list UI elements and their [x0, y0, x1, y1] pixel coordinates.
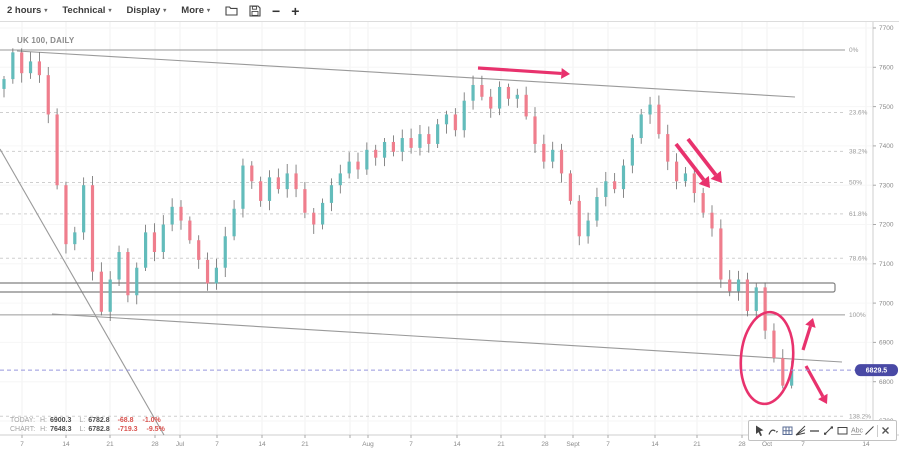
annotation-arrow	[698, 175, 710, 188]
save-icon[interactable]	[249, 4, 261, 17]
svg-text:7300: 7300	[879, 182, 894, 189]
line-tool-icon[interactable]	[863, 423, 876, 438]
zoom-in-icon[interactable]: +	[291, 2, 300, 19]
trendline-tool-icon[interactable]	[822, 423, 835, 438]
svg-text:Jul: Jul	[176, 441, 185, 448]
svg-text:78.6%: 78.6%	[849, 255, 868, 262]
svg-text:14: 14	[62, 441, 70, 448]
svg-text:14: 14	[862, 441, 870, 448]
svg-text:7: 7	[215, 441, 219, 448]
svg-text:7: 7	[801, 441, 805, 448]
technical-menu[interactable]: Technical ▾	[62, 5, 112, 16]
drawing-toolbar: Abc	[748, 420, 897, 441]
svg-text:21: 21	[301, 441, 309, 448]
svg-text:6800: 6800	[879, 379, 894, 386]
candlesticks	[2, 48, 794, 389]
svg-text:28: 28	[151, 441, 159, 448]
display-menu[interactable]: Display ▾	[126, 5, 167, 16]
svg-text:7000: 7000	[879, 300, 894, 307]
annotation-arrow	[561, 68, 570, 79]
svg-text:14: 14	[258, 441, 266, 448]
svg-text:38.2%: 38.2%	[849, 149, 868, 156]
close-tool-icon[interactable]	[879, 423, 892, 438]
chevron-down-icon: ▾	[108, 8, 112, 14]
svg-text:21: 21	[693, 441, 701, 448]
chevron-down-icon: ▾	[44, 8, 48, 14]
annotations[interactable]	[477, 66, 828, 406]
svg-text:7500: 7500	[879, 104, 894, 111]
svg-text:61.8%: 61.8%	[849, 211, 868, 218]
svg-text:23.6%: 23.6%	[849, 110, 868, 117]
draw-arrow-tool-icon[interactable]	[767, 423, 780, 438]
fib-grid-tool-icon[interactable]	[781, 423, 794, 438]
annotation-ellipse	[739, 310, 795, 406]
text-tool-icon[interactable]: Abc	[850, 423, 863, 438]
svg-text:14: 14	[651, 441, 659, 448]
svg-text:50%: 50%	[849, 180, 862, 187]
chevron-down-icon: ▾	[206, 8, 210, 14]
gridlines	[0, 22, 873, 435]
svg-text:14: 14	[453, 441, 461, 448]
toolbar-divider	[877, 424, 879, 437]
current-price-marker: 6829.5	[0, 364, 898, 377]
svg-text:Abc: Abc	[851, 428, 863, 435]
more-menu[interactable]: More ▾	[181, 5, 210, 16]
svg-text:Oct: Oct	[762, 441, 772, 448]
trendlines[interactable]	[0, 50, 843, 436]
svg-text:0%: 0%	[849, 47, 859, 54]
svg-text:7: 7	[20, 441, 24, 448]
svg-text:7: 7	[409, 441, 413, 448]
current-price-badge	[855, 364, 898, 377]
open-folder-icon[interactable]	[225, 5, 238, 16]
zoom-out-icon[interactable]: −	[272, 2, 281, 19]
svg-text:28: 28	[738, 441, 746, 448]
support-zone-rectangle[interactable]	[0, 282, 836, 293]
svg-text:28: 28	[541, 441, 549, 448]
svg-text:7100: 7100	[879, 261, 894, 268]
svg-text:Aug: Aug	[362, 441, 374, 448]
svg-text:6900: 6900	[879, 340, 894, 347]
svg-text:21: 21	[106, 441, 114, 448]
timeframe-label: 2 hours	[7, 5, 42, 16]
svg-text:7600: 7600	[879, 65, 894, 72]
annotation-arrow	[710, 170, 722, 183]
svg-text:138.2%: 138.2%	[849, 413, 871, 420]
svg-text:7700: 7700	[879, 25, 894, 32]
svg-text:7: 7	[606, 441, 610, 448]
trend-fan-tool-icon[interactable]	[794, 423, 807, 438]
top-toolbar: 2 hours ▾ Technical ▾ Display ▾ More ▾ −…	[0, 0, 899, 22]
rectangle-tool-icon[interactable]	[836, 423, 849, 438]
svg-text:7400: 7400	[879, 143, 894, 150]
annotation-arrow	[818, 393, 828, 404]
svg-text:21: 21	[497, 441, 505, 448]
chevron-down-icon: ▾	[163, 8, 167, 14]
svg-text:6829.5: 6829.5	[866, 368, 888, 375]
annotation-arrow	[805, 318, 816, 328]
timeframe-menu[interactable]: 2 hours ▾	[7, 5, 47, 16]
horizontal-line-tool-icon[interactable]	[808, 423, 821, 438]
svg-text:100%: 100%	[849, 312, 866, 319]
svg-text:Sept: Sept	[566, 441, 580, 448]
svg-text:7200: 7200	[879, 222, 894, 229]
pointer-tool-icon[interactable]	[753, 423, 766, 438]
